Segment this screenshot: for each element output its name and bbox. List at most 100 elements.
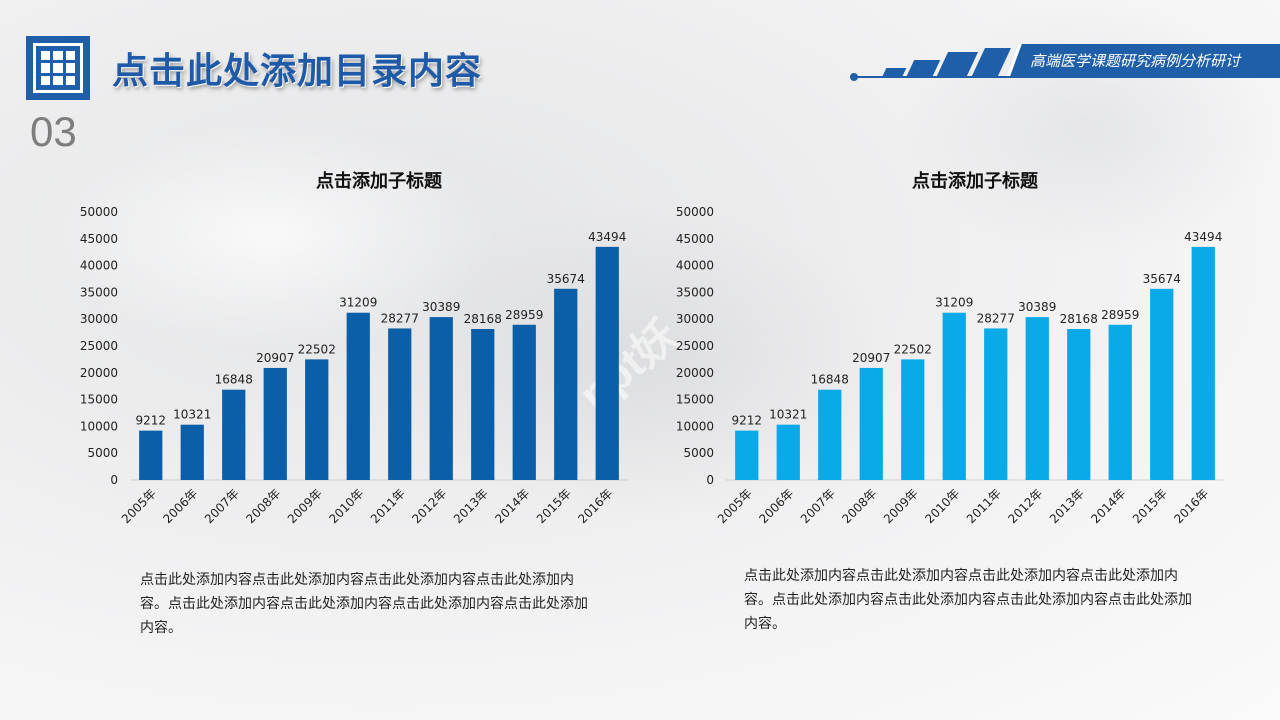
y-tick-label: 10000 [80,419,118,433]
bar [305,359,329,480]
y-tick-label: 0 [110,473,118,487]
y-tick-label: 45000 [676,232,714,246]
bar [776,424,800,480]
data-label: 28959 [1101,308,1139,322]
data-label: 43494 [1184,230,1222,244]
bar [429,317,453,480]
y-tick-label: 0 [706,473,714,487]
data-label: 30389 [422,300,460,314]
data-label: 10321 [769,408,807,422]
data-label: 9212 [731,414,762,428]
bar [554,288,578,480]
y-tick-label: 30000 [676,312,714,326]
description-left: 点击此处添加内容点击此处添加内容点击此处添加内容点击此处添加内容。点击此处添加内… [140,572,588,636]
data-label: 20907 [256,351,294,365]
y-tick-label: 15000 [676,393,714,407]
x-tick-label: 2005年 [715,486,755,526]
data-label: 28277 [977,311,1015,325]
x-tick-label: 2009年 [285,486,325,526]
bar [263,367,287,480]
x-tick-label: 2012年 [409,486,449,526]
y-tick-label: 25000 [676,339,714,353]
x-tick-label: 2010年 [922,486,962,526]
x-tick-label: 2006年 [160,486,200,526]
y-tick-label: 10000 [676,419,714,433]
x-tick-label: 2014年 [1088,486,1128,526]
banner-text: 高端医学课题研究病例分析研讨 [1030,52,1241,70]
grid-icon [41,51,75,85]
section-logo [26,36,90,100]
data-label: 22502 [298,342,336,356]
grid-frame [33,43,83,93]
bar [942,312,966,480]
y-tick-label: 40000 [80,259,118,273]
y-tick-label: 30000 [80,312,118,326]
y-tick-label: 40000 [676,259,714,273]
y-tick-label: 45000 [80,232,118,246]
data-label: 31209 [935,296,973,310]
bar [1067,329,1091,480]
data-label: 28168 [1060,312,1098,326]
y-tick-label: 15000 [80,393,118,407]
data-label: 35674 [547,272,585,286]
y-tick-label: 25000 [80,339,118,353]
banner-dot [850,73,858,81]
page-title: 点击此处添加目录内容 [112,51,483,92]
bar [1025,317,1049,480]
x-tick-label: 2016年 [1171,486,1211,526]
bar [1108,324,1132,480]
data-label: 10321 [173,408,211,422]
x-tick-label: 2016年 [575,486,615,526]
bar [222,389,246,480]
y-tick-label: 5000 [87,446,118,460]
data-label: 16848 [811,373,849,387]
data-label: 43494 [588,230,626,244]
bar [1191,246,1215,480]
bar [139,430,163,480]
section-number: 03 [30,108,77,155]
bar [512,324,536,480]
data-label: 16848 [215,373,253,387]
data-label: 20907 [852,351,890,365]
bar [984,328,1008,480]
x-tick-label: 2008年 [243,486,283,526]
x-tick-label: 2015年 [534,486,574,526]
y-tick-label: 5000 [683,446,714,460]
data-label: 22502 [894,342,932,356]
chart-title: 点击添加子标题 [912,170,1039,192]
x-tick-label: 2012年 [1005,486,1045,526]
y-tick-label: 35000 [676,285,714,299]
bar [471,329,495,480]
bar [388,328,412,480]
y-tick-label: 20000 [676,366,714,380]
x-tick-label: 2011年 [964,486,1004,526]
data-label: 28168 [464,312,502,326]
x-tick-label: 2010年 [326,486,366,526]
x-tick-label: 2005年 [119,486,159,526]
bar-chart-left: 点击添加子标题 0 5000 10000 15000 20000 25000 30000 350… [80,170,628,526]
banner-line [856,76,1280,78]
bar [818,389,842,480]
bar [901,359,925,480]
x-tick-label: 2009年 [881,486,921,526]
y-tick-label: 20000 [80,366,118,380]
y-tick-label: 50000 [676,205,714,219]
bar [346,312,370,480]
bar [180,424,204,480]
x-tick-label: 2013年 [1047,486,1087,526]
data-label: 28277 [381,311,419,325]
data-label: 31209 [339,296,377,310]
bar [859,367,883,480]
bar [735,430,759,480]
x-tick-label: 2008年 [839,486,879,526]
x-tick-label: 2011年 [368,486,408,526]
y-tick-label: 35000 [80,285,118,299]
x-tick-label: 2007年 [798,486,838,526]
data-label: 9212 [135,414,166,428]
data-label: 28959 [505,308,543,322]
x-tick-label: 2014年 [492,486,532,526]
y-tick-label: 50000 [80,205,118,219]
x-tick-label: 2013年 [451,486,491,526]
chart-title: 点击添加子标题 [316,170,443,192]
header-banner: 高端医学课题研究病例分析研讨 [850,44,1280,84]
